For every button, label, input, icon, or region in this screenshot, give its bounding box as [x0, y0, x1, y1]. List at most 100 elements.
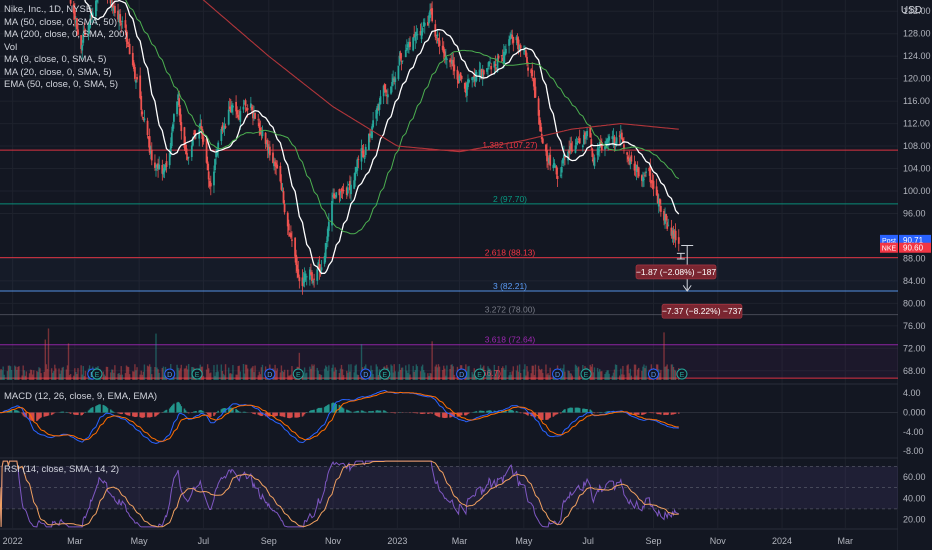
candle-body	[360, 148, 363, 162]
candle-body	[599, 140, 602, 146]
candle-body	[629, 158, 632, 165]
volume-bar	[576, 367, 579, 380]
volume-bar	[512, 366, 514, 380]
volume-bar	[205, 369, 208, 380]
legend-ma200[interactable]: MA (200, close, 0, SMA, 200)	[4, 29, 128, 40]
candle-body	[168, 153, 171, 166]
macd-histogram-bar	[84, 411, 87, 413]
candle-body	[560, 166, 563, 173]
volume-bar	[29, 369, 32, 380]
candle-body	[421, 28, 424, 33]
macd-histogram-bar	[69, 412, 72, 414]
volume-bar	[489, 369, 491, 380]
volume-bar	[356, 374, 359, 380]
volume-bar	[163, 374, 166, 380]
macd-histogram-bar	[361, 410, 364, 413]
candle-body	[281, 190, 284, 192]
candle-body	[547, 163, 549, 165]
volume-bar	[37, 372, 39, 380]
macd-histogram-bar	[81, 412, 84, 416]
macd-histogram-bar	[353, 411, 355, 413]
candle-body	[190, 145, 193, 158]
volume-bar	[671, 364, 674, 380]
volume-bar	[280, 365, 283, 380]
candle-body	[111, 3, 114, 8]
candle-body	[525, 50, 527, 57]
rsi-label[interactable]: RSI (14, close, SMA, 14, 2)	[4, 464, 120, 475]
legend-ma20[interactable]: MA (20, close, 0, SMA, 5)	[4, 66, 112, 78]
measure-label: −7.37 (−8.22%) −737	[662, 306, 742, 316]
candle-body	[120, 23, 123, 25]
legend-ma50[interactable]: MA (50, close, 0, SMA, 50)	[4, 16, 117, 28]
volume-bar	[21, 375, 23, 380]
candle-body	[117, 10, 119, 20]
candle-body	[427, 22, 429, 26]
volume-bar	[674, 370, 677, 380]
macd-histogram-bar	[658, 412, 661, 415]
macd-histogram-bar	[18, 411, 20, 413]
volume-bar	[303, 367, 306, 380]
candle-body	[511, 34, 514, 39]
date-tick: 2023	[387, 536, 407, 546]
candle-body	[399, 52, 402, 59]
volume-bar	[1, 370, 3, 380]
macd-histogram-bar	[31, 412, 34, 422]
candle-body	[223, 125, 226, 130]
candle-body	[149, 151, 152, 154]
volume-bar	[232, 365, 234, 380]
candle-body	[512, 36, 515, 43]
symbol-title[interactable]: Nike, Inc., 1D, NYSE	[4, 4, 93, 15]
legend-ema50[interactable]: EMA (50, close, 0, SMA, 5)	[4, 79, 119, 90]
candle-body	[392, 77, 395, 83]
legend-ma9[interactable]: MA (9, close, 0, SMA, 5)	[4, 54, 107, 65]
candle-body	[313, 278, 315, 280]
candle-body	[516, 37, 519, 44]
volume-bar	[517, 371, 520, 380]
earnings-marker	[580, 368, 592, 380]
macd-histogram-bar	[516, 411, 519, 413]
candle-body	[405, 47, 408, 50]
volume-bar	[375, 364, 377, 380]
volume-bar	[405, 365, 407, 380]
macd-histogram-bar	[287, 412, 290, 419]
macd-histogram-bar	[198, 410, 201, 413]
macd-histogram-bar	[657, 412, 660, 415]
volume-bar	[46, 368, 49, 380]
candle-body	[361, 151, 364, 154]
candle-body	[564, 157, 566, 158]
candle-body	[400, 61, 403, 62]
candle-body	[191, 137, 194, 146]
macd-histogram-bar	[547, 412, 549, 420]
event-markers[interactable]: DEDEDEDEDEDEDE	[87, 368, 688, 380]
macd-histogram-bar	[97, 404, 99, 413]
measurement-tools[interactable]: −1.87 (−2.08%) −187 −7.37 (−8.22%) −737	[635, 244, 742, 319]
macd-histogram-bar	[383, 410, 386, 413]
price-tag-bg	[899, 242, 931, 253]
candle-body	[482, 70, 485, 75]
indicator-legend: Nike, Inc., 1D, NYSE MA (50, close, 0, S…	[4, 4, 128, 92]
candle-body	[548, 157, 551, 164]
macd-histogram-bar	[15, 410, 17, 413]
volume-bar	[75, 371, 77, 380]
macd-histogram-bar	[220, 409, 223, 413]
macd-histogram-bar	[82, 412, 85, 414]
candle-body	[497, 55, 500, 59]
volume-bar	[51, 372, 54, 380]
volume-bar	[151, 374, 153, 380]
candle-body	[320, 267, 323, 271]
candle-body	[593, 157, 596, 167]
volume-bar	[258, 371, 260, 380]
macd-histogram-bar	[155, 412, 157, 417]
volume-bar	[350, 364, 352, 380]
legend-volume[interactable]: Vol	[4, 41, 18, 53]
macd-label[interactable]: MACD (12, 26, close, 9, EMA, EMA)	[4, 391, 158, 402]
volume-bar	[354, 365, 356, 380]
earnings-marker	[292, 368, 304, 380]
macd-histogram-bar	[217, 410, 219, 413]
macd-histogram-bar	[98, 404, 100, 413]
candle-body	[527, 67, 529, 71]
candle-body	[634, 167, 637, 169]
volume-bar	[114, 365, 116, 380]
macd-histogram-bar	[375, 410, 378, 413]
